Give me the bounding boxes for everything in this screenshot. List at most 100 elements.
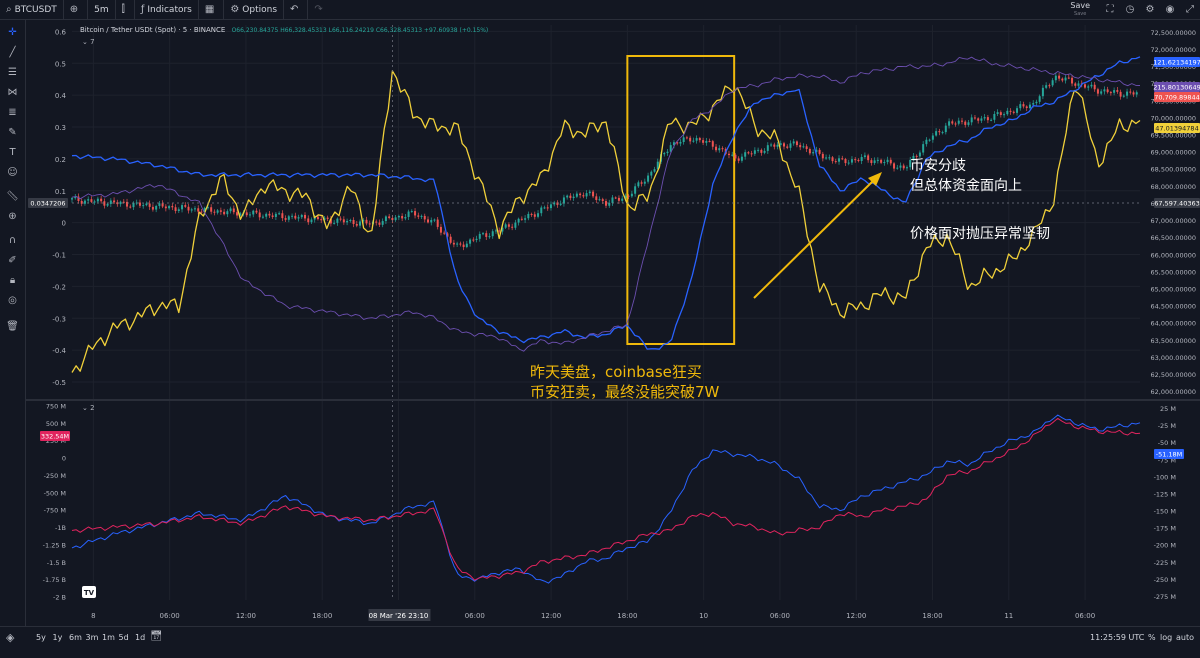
percent-toggle[interactable]: % bbox=[1148, 633, 1156, 642]
layers-icon[interactable]: ◈ bbox=[6, 631, 15, 644]
date-range-icon[interactable]: 📅︎ bbox=[150, 631, 163, 642]
tv-logo bbox=[82, 586, 96, 598]
clock[interactable]: 11:25:59 UTC bbox=[1090, 633, 1145, 642]
chart-area[interactable]: 0.6 0.5 0.4 0.3 0.2 0.1 0 -0.1 -0.2 -0.3 -0.4 -0.5 7… bbox=[26, 20, 1200, 626]
candle-body bbox=[482, 233, 485, 235]
text-icon[interactable]: T bbox=[9, 147, 16, 158]
indicators-button[interactable]: ƒ Indicators bbox=[135, 0, 199, 19]
candle-body bbox=[504, 224, 507, 228]
lower-left-tick-label: -750 M bbox=[44, 507, 66, 515]
candle-body bbox=[902, 165, 905, 169]
candle-body bbox=[193, 208, 196, 210]
candle-body bbox=[863, 155, 866, 157]
save-button[interactable]: Save Save bbox=[1060, 1, 1100, 18]
candle-body bbox=[232, 208, 235, 213]
right-tick-label: 62,500.00000 bbox=[1151, 371, 1197, 379]
candle-body bbox=[1100, 91, 1103, 94]
range-button-1y[interactable]: 1y bbox=[52, 633, 63, 642]
candle-body bbox=[711, 141, 714, 147]
candle-body bbox=[663, 153, 666, 155]
zoom-icon[interactable]: ⊕ bbox=[8, 211, 17, 222]
lower-left-tick-label: -1B bbox=[55, 524, 66, 532]
candle-body bbox=[718, 148, 721, 151]
trash-icon[interactable]: 🗑︎ bbox=[6, 321, 19, 332]
horizontal-lines-icon[interactable]: ☰ bbox=[8, 67, 17, 78]
range-button-3m[interactable]: 3m bbox=[85, 633, 99, 642]
emoji-icon[interactable]: ☺ bbox=[7, 167, 18, 178]
candle-body bbox=[588, 191, 591, 194]
log-toggle[interactable]: log bbox=[1160, 633, 1173, 642]
options-button[interactable]: ⚙ Options bbox=[224, 0, 285, 19]
eye-icon[interactable]: ◎ bbox=[8, 295, 17, 306]
fullscreen-icon[interactable]: ⛶ bbox=[1106, 4, 1114, 15]
gear-icon[interactable]: ⚙ bbox=[1145, 4, 1155, 15]
range-button-5y[interactable]: 5y bbox=[36, 633, 46, 642]
options-icon: ⚙ bbox=[230, 4, 240, 15]
candle-body bbox=[478, 233, 481, 239]
lower-right-tick-label: -200 M bbox=[1154, 542, 1176, 550]
candle-body bbox=[294, 215, 297, 219]
candle-body bbox=[352, 220, 355, 224]
auto-toggle[interactable]: auto bbox=[1176, 633, 1195, 642]
lower-indicator-lines bbox=[71, 414, 1141, 584]
candle-body bbox=[291, 215, 294, 217]
chart-type-button[interactable]: ⫿ bbox=[116, 0, 135, 19]
range-button-1m[interactable]: 1m bbox=[102, 633, 115, 642]
candle-body bbox=[213, 211, 216, 213]
candle-body bbox=[109, 200, 112, 204]
candle-body bbox=[546, 207, 549, 209]
brush-icon[interactable]: ✎ bbox=[8, 127, 17, 138]
candle-body bbox=[1022, 104, 1025, 107]
pattern-icon[interactable]: ⋈ bbox=[7, 87, 18, 98]
candle-body bbox=[171, 206, 174, 208]
lock-icon[interactable]: 🔒︎ bbox=[9, 275, 16, 286]
indicator-legend-main[interactable]: ⌄ 7 bbox=[82, 38, 95, 46]
candle-body bbox=[284, 218, 287, 220]
symbol-search[interactable]: ⌕ BTCUSDT bbox=[0, 0, 64, 19]
trendline-icon[interactable]: ╱ bbox=[9, 47, 16, 58]
candle-body bbox=[922, 144, 925, 153]
candle-body bbox=[219, 210, 222, 212]
candle-body bbox=[184, 205, 187, 207]
indicator-legend-lower[interactable]: ⌄ 2 bbox=[82, 404, 95, 412]
undo-button[interactable]: ↶ bbox=[284, 0, 309, 19]
crosshair-icon[interactable]: ✛ bbox=[8, 27, 17, 38]
candle-body bbox=[93, 201, 96, 203]
fib-icon[interactable]: ≣ bbox=[8, 107, 17, 118]
x-tick-label: 06:00 bbox=[160, 612, 180, 620]
annotation-resilience-text: 价格面对抛压异常坚韧 bbox=[910, 226, 1050, 242]
lower-left-tick-label: 250 M bbox=[46, 437, 66, 445]
compare-button[interactable]: ⊕ bbox=[64, 0, 89, 19]
redo-button[interactable]: ↷ bbox=[308, 0, 331, 19]
drawing-toolbar: ✛ ╱ ☰ ⋈ ≣ ✎ T ☺ 📏︎ ⊕ ∩ ✐ 🔒︎ ◎ 🗑︎ bbox=[0, 20, 26, 626]
left-current-label: 0.0347206 bbox=[30, 200, 65, 208]
function-icon: ƒ bbox=[140, 4, 145, 15]
screenshot-icon[interactable]: ◉ bbox=[1165, 4, 1175, 15]
candle-body bbox=[621, 198, 624, 201]
left-tick-label: -0.1 bbox=[52, 252, 66, 260]
range-button-6m[interactable]: 6m bbox=[69, 633, 82, 642]
candle-body bbox=[135, 202, 138, 204]
candle-body bbox=[627, 195, 630, 197]
range-button-1d[interactable]: 1d bbox=[135, 633, 146, 642]
interval-button[interactable]: 5m bbox=[88, 0, 116, 19]
maximize-icon[interactable]: ⤢ bbox=[1186, 4, 1194, 15]
magnet-icon[interactable]: ∩ bbox=[8, 235, 17, 246]
ruler-icon[interactable]: 📏︎ bbox=[6, 191, 19, 202]
candle-body bbox=[592, 191, 595, 197]
candle-body bbox=[1113, 90, 1116, 93]
layouts-button[interactable]: ▦ bbox=[199, 0, 225, 19]
candle-body bbox=[973, 117, 976, 119]
candle-body bbox=[831, 157, 834, 162]
lock-drawings-icon[interactable]: ✐ bbox=[8, 255, 17, 266]
candle-body bbox=[776, 144, 779, 147]
candle-body bbox=[909, 159, 912, 168]
candle-body bbox=[514, 222, 517, 228]
lower-series-red bbox=[71, 417, 1141, 581]
candle-body bbox=[967, 122, 970, 125]
range-button-5d[interactable]: 5d bbox=[118, 633, 129, 642]
alarm-icon[interactable]: ◷ bbox=[1125, 4, 1135, 15]
candle-body bbox=[549, 204, 552, 209]
candle-body bbox=[582, 195, 585, 197]
candle-body bbox=[119, 201, 122, 205]
